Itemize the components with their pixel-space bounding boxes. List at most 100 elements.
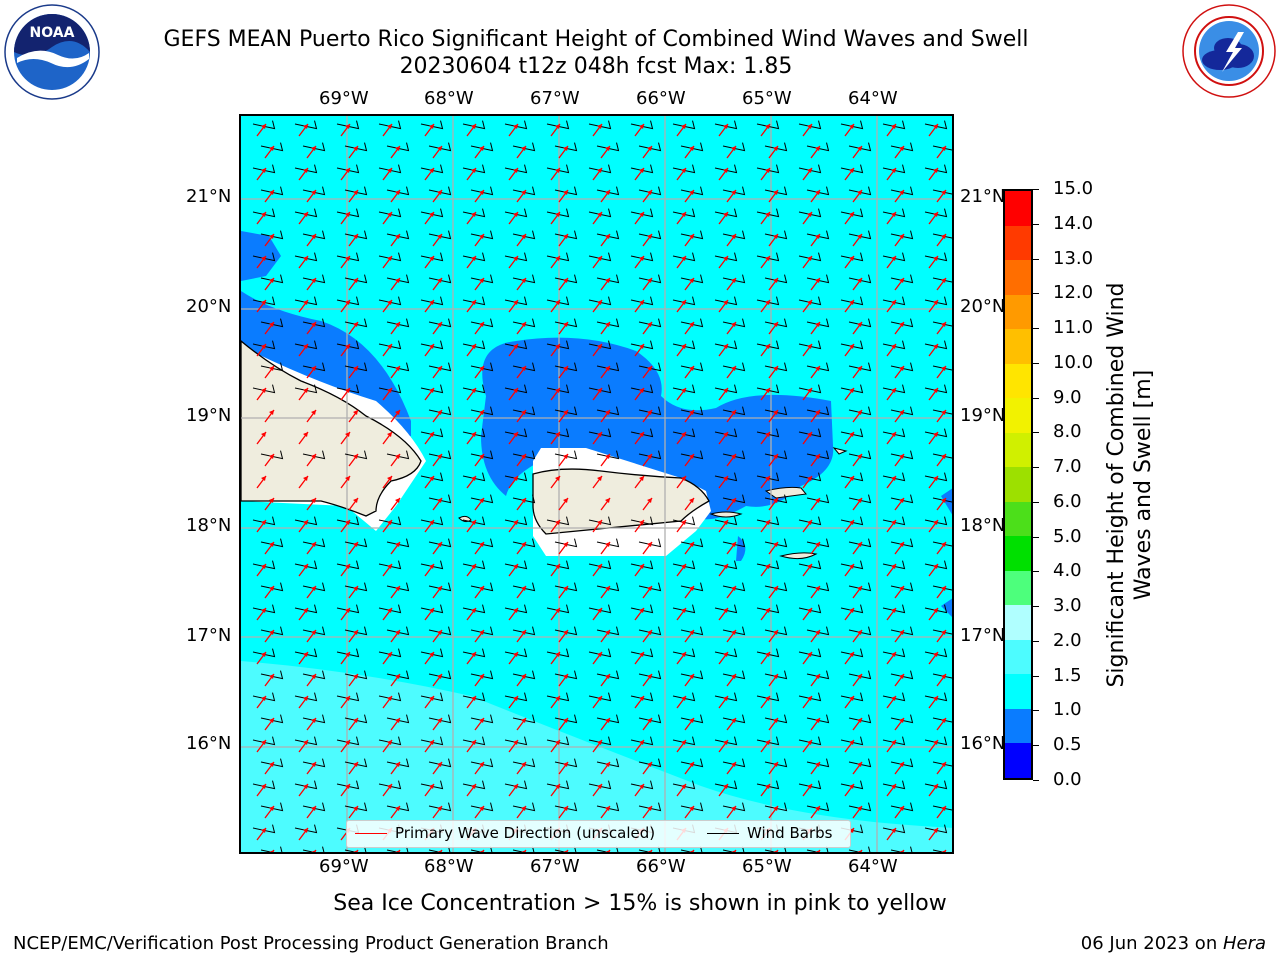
wave-direction-arrow — [340, 739, 351, 753]
wave-direction-arrow — [768, 717, 779, 731]
wind-barb — [462, 208, 486, 218]
wave-direction-arrow — [810, 673, 821, 687]
colorbar-tick-label: 12.0 — [1053, 282, 1094, 304]
wave-direction-arrow — [298, 651, 309, 665]
wind-barb — [764, 670, 788, 680]
wave-direction-arrow — [718, 607, 729, 621]
wave-direction-arrow — [844, 123, 855, 137]
wave-direction-arrow — [424, 607, 435, 621]
wave-direction-arrow — [550, 783, 561, 797]
wave-direction-arrow — [340, 783, 351, 797]
wind-barb — [848, 274, 872, 284]
wave-direction-arrow — [466, 299, 477, 313]
colorbar-segment — [1005, 225, 1031, 261]
wave-direction-arrow — [844, 387, 855, 401]
wind-barb — [924, 560, 948, 570]
wind-barb — [756, 120, 780, 130]
wind-barb — [630, 164, 654, 174]
wave-direction-arrow — [928, 563, 939, 577]
wave-direction-arrow — [466, 783, 477, 797]
wind-barb — [722, 142, 746, 152]
wave-direction-arrow — [256, 123, 267, 137]
wind-barb — [798, 252, 822, 262]
wave-direction-arrow — [928, 431, 939, 445]
wave-direction-arrow — [760, 123, 771, 137]
wind-barb — [462, 516, 486, 526]
wind-barb — [806, 186, 830, 196]
wave-direction-arrow — [474, 673, 485, 687]
lon-tick-top: 64°W — [848, 88, 898, 109]
wind-barb — [504, 604, 528, 614]
wave-direction-arrow — [340, 607, 351, 621]
wave-direction-arrow — [466, 519, 477, 533]
wind-barb — [798, 604, 822, 614]
wind-barb — [764, 626, 788, 636]
wave-direction-arrow — [852, 541, 863, 555]
lon-tick-top: 69°W — [319, 88, 369, 109]
wind-barb — [336, 604, 360, 614]
wave-direction-arrow — [810, 365, 821, 379]
wave-direction-arrow — [382, 607, 393, 621]
wind-barb — [596, 802, 620, 812]
wave-direction-arrow — [558, 145, 569, 159]
wind-barb — [890, 362, 914, 372]
wind-barb — [294, 384, 318, 394]
wind-barb — [294, 340, 318, 350]
wave-direction-arrow — [852, 453, 863, 467]
wind-barb — [924, 604, 948, 614]
wave-direction-arrow — [382, 739, 393, 753]
wind-barb — [924, 164, 948, 174]
wave-direction-arrow — [810, 497, 821, 511]
wind-barb — [344, 450, 368, 460]
wave-direction-arrow — [852, 629, 863, 643]
wind-barb — [294, 296, 318, 306]
wave-direction-arrow — [802, 123, 813, 137]
wind-barb — [344, 538, 368, 548]
wave-direction-arrow — [382, 343, 393, 357]
wave-direction-arrow — [437, 849, 443, 852]
wave-direction-arrow — [600, 805, 611, 819]
wind-barb — [798, 120, 822, 130]
wind-barb — [848, 318, 872, 328]
wave-direction-arrow — [642, 717, 653, 731]
wave-direction-arrow — [298, 123, 309, 137]
wave-direction-arrow — [592, 475, 603, 489]
wind-barb — [806, 758, 830, 768]
wind-barb — [890, 494, 914, 504]
wave-direction-arrow — [516, 717, 527, 731]
wave-direction-arrow — [802, 519, 813, 533]
wave-direction-arrow — [382, 211, 393, 225]
wave-direction-arrow — [852, 145, 863, 159]
wind-barb — [756, 472, 780, 482]
wave-direction-arrow — [642, 585, 653, 599]
wind-barb — [764, 538, 788, 548]
wind-barb — [378, 120, 402, 130]
wind-barb — [588, 428, 612, 438]
wave-direction-arrow — [256, 343, 267, 357]
wave-direction-arrow — [390, 673, 401, 687]
wind-barb — [470, 758, 494, 768]
wave-height-map — [241, 116, 952, 852]
wave-direction-arrow — [390, 497, 401, 511]
wind-barb — [294, 560, 318, 570]
wind-barb — [428, 186, 452, 196]
lat-tick-left: 16°N — [186, 733, 232, 754]
wind-barb — [764, 230, 788, 240]
wind-barb — [840, 692, 864, 702]
wind-barb — [470, 538, 494, 548]
wave-direction-arrow — [936, 717, 947, 731]
wave-direction-arrow — [802, 563, 813, 577]
wind-barb — [638, 230, 662, 240]
wave-direction-arrow — [928, 299, 939, 313]
wind-barb — [252, 780, 276, 790]
wave-direction-arrow — [424, 299, 435, 313]
wind-barb — [386, 274, 410, 284]
lat-tick-right: 16°N — [960, 733, 1006, 754]
colorbar-segment — [1005, 605, 1031, 640]
wind-barb — [672, 384, 696, 394]
wind-barb — [882, 824, 906, 834]
wave-direction-arrow — [718, 519, 729, 533]
wind-barb — [462, 252, 486, 262]
wave-direction-arrow — [390, 541, 401, 555]
wave-direction-arrow — [642, 673, 653, 687]
